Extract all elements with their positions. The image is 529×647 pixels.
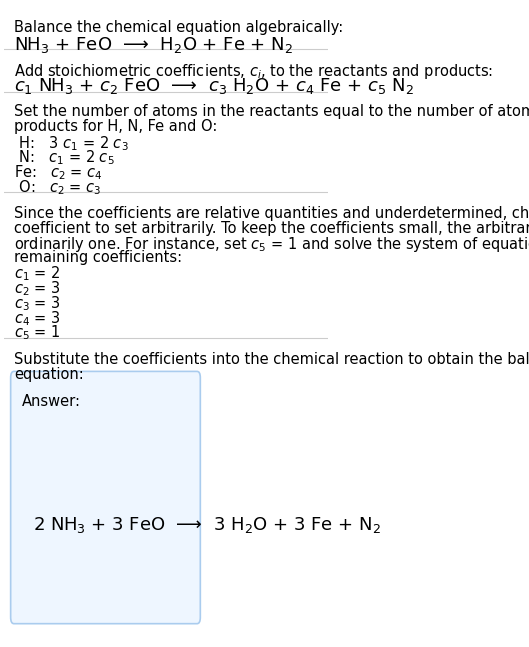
Text: Answer:: Answer: [22, 394, 81, 409]
Text: O:   $c_2$ = $c_3$: O: $c_2$ = $c_3$ [14, 178, 101, 197]
Text: $c_1$ NH$_3$ + $c_2$ FeO  ⟶  $c_3$ H$_2$O + $c_4$ Fe + $c_5$ N$_2$: $c_1$ NH$_3$ + $c_2$ FeO ⟶ $c_3$ H$_2$O … [14, 76, 414, 96]
Text: Fe:   $c_2$ = $c_4$: Fe: $c_2$ = $c_4$ [14, 163, 103, 182]
Text: Balance the chemical equation algebraically:: Balance the chemical equation algebraica… [14, 20, 343, 35]
Text: H:   3 $c_1$ = 2 $c_3$: H: 3 $c_1$ = 2 $c_3$ [14, 134, 129, 153]
Text: $c_4$ = 3: $c_4$ = 3 [14, 309, 60, 327]
Text: $c_1$ = 2: $c_1$ = 2 [14, 265, 60, 283]
Text: ordinarily one. For instance, set $c_5$ = 1 and solve the system of equations fo: ordinarily one. For instance, set $c_5$ … [14, 236, 529, 254]
Text: Set the number of atoms in the reactants equal to the number of atoms in the: Set the number of atoms in the reactants… [14, 104, 529, 120]
Text: NH$_3$ + FeO  ⟶  H$_2$O + Fe + N$_2$: NH$_3$ + FeO ⟶ H$_2$O + Fe + N$_2$ [14, 35, 293, 55]
Text: N:   $c_1$ = 2 $c_5$: N: $c_1$ = 2 $c_5$ [14, 149, 115, 167]
Text: Since the coefficients are relative quantities and underdetermined, choose a: Since the coefficients are relative quan… [14, 206, 529, 221]
Text: $c_2$ = 3: $c_2$ = 3 [14, 280, 60, 298]
Text: equation:: equation: [14, 367, 84, 382]
Text: Substitute the coefficients into the chemical reaction to obtain the balanced: Substitute the coefficients into the che… [14, 352, 529, 367]
Text: 2 NH$_3$ + 3 FeO  ⟶  3 H$_2$O + 3 Fe + N$_2$: 2 NH$_3$ + 3 FeO ⟶ 3 H$_2$O + 3 Fe + N$_… [33, 515, 381, 535]
Text: remaining coefficients:: remaining coefficients: [14, 250, 182, 265]
Text: Add stoichiometric coefficients, $c_i$, to the reactants and products:: Add stoichiometric coefficients, $c_i$, … [14, 61, 493, 81]
Text: coefficient to set arbitrarily. To keep the coefficients small, the arbitrary va: coefficient to set arbitrarily. To keep … [14, 221, 529, 236]
FancyBboxPatch shape [11, 371, 200, 624]
Text: $c_5$ = 1: $c_5$ = 1 [14, 324, 60, 342]
Text: products for H, N, Fe and O:: products for H, N, Fe and O: [14, 119, 217, 134]
Text: $c_3$ = 3: $c_3$ = 3 [14, 294, 60, 313]
